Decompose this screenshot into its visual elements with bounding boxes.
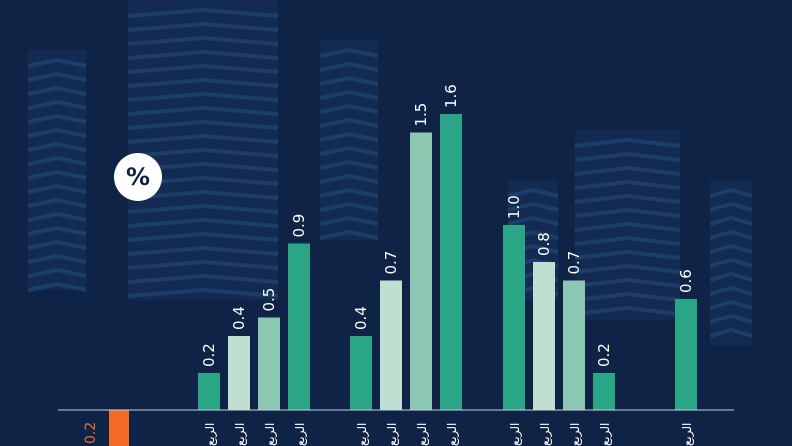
building-silhouette (709, 180, 753, 345)
bar-value-label: 0.8 (535, 232, 553, 256)
bar-value-label: 0.2 (595, 343, 613, 367)
bar (563, 280, 585, 410)
x-tick-label: الربع (233, 423, 248, 446)
bar-value-label: 1.0 (505, 195, 523, 219)
bar (228, 336, 250, 410)
bar-highlight (109, 410, 129, 446)
bar (410, 132, 432, 410)
x-tick-label: الربع (355, 423, 370, 446)
bar-value-label: 0.4 (230, 306, 248, 330)
bar (503, 225, 525, 410)
building-silhouette (319, 40, 379, 240)
bar-value-label: 0.2 (83, 422, 99, 444)
bar (380, 280, 402, 410)
labels-layer: 0.2 0.2 الربع 0.4 الربع 0.5 الربع 0.9 الربع 0.4 ال… (83, 84, 695, 446)
x-tick-label: الربع (203, 423, 218, 446)
bar-value-label: 0.7 (565, 251, 583, 275)
bar-value-label: 1.6 (442, 84, 460, 108)
bar (533, 262, 555, 410)
bar (288, 243, 310, 410)
bar-value-label: 0.5 (260, 288, 278, 312)
bar-value-label: 0.4 (352, 306, 370, 330)
x-tick-label: الربع (568, 423, 583, 446)
x-tick-label: الربع (445, 423, 460, 446)
bar-value-label: 1.5 (412, 103, 430, 127)
x-tick-label: الربع (415, 423, 430, 446)
x-tick-label: الربع (263, 423, 278, 446)
bar (675, 299, 697, 410)
building-silhouette (127, 0, 279, 300)
bar (258, 317, 280, 410)
bar-value-label: 0.2 (200, 343, 218, 367)
bar (440, 114, 462, 410)
x-tick-label: الربع (385, 423, 400, 446)
building-silhouette (27, 50, 87, 292)
background-buildings-illustration (27, 0, 753, 345)
x-tick-label: الربع (508, 423, 523, 446)
bar (350, 336, 372, 410)
bar-value-label: 0.9 (290, 214, 308, 238)
x-tick-label: الربع (538, 423, 553, 446)
x-tick-label: الربع (293, 423, 308, 446)
bar-value-label: 0.7 (382, 251, 400, 275)
building-silhouette (574, 130, 681, 320)
bar-value-label: 0.6 (677, 269, 695, 293)
bar (593, 373, 615, 410)
x-tick-label: الربع (680, 423, 695, 446)
bars-layer (109, 114, 697, 446)
x-tick-label: الربع (598, 423, 613, 446)
percent-unit-badge: % (114, 153, 162, 201)
bar (198, 373, 220, 410)
